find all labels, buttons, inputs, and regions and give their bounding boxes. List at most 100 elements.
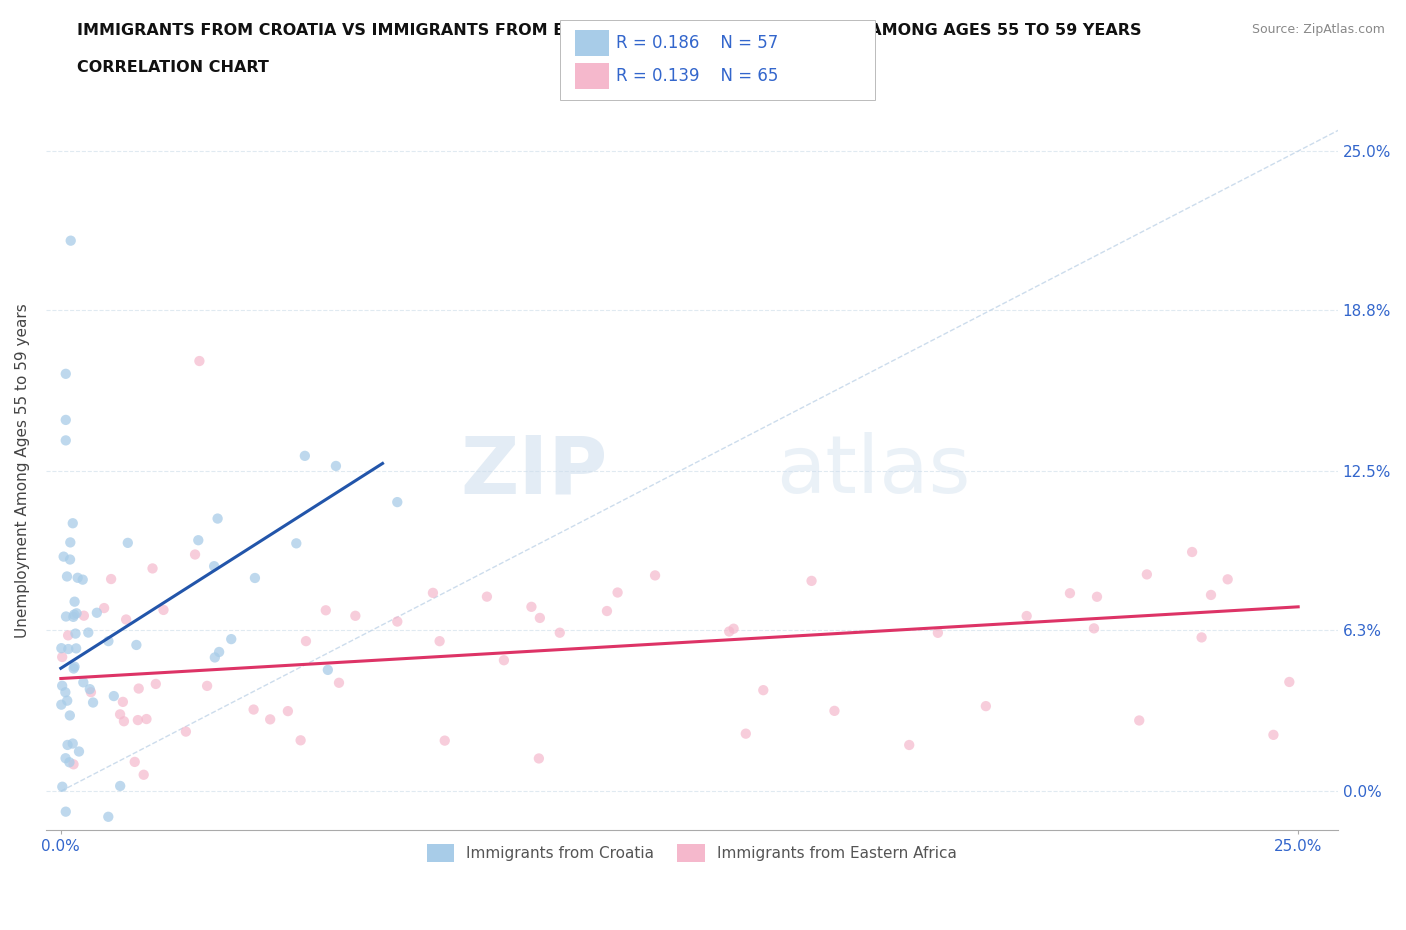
Text: R = 0.139    N = 65: R = 0.139 N = 65 — [616, 67, 778, 86]
Point — [187, 533, 209, 548]
Point — [62, 609, 84, 624]
Point — [127, 712, 149, 727]
Point — [108, 707, 131, 722]
Point — [898, 737, 921, 752]
Point — [63, 607, 86, 622]
Point — [65, 626, 87, 641]
Point — [290, 733, 312, 748]
Point — [242, 702, 264, 717]
Point — [59, 708, 82, 723]
Point — [259, 712, 281, 727]
Point — [202, 559, 225, 574]
Point — [174, 724, 197, 739]
Point — [492, 653, 515, 668]
Point — [112, 714, 135, 729]
Point — [82, 695, 104, 710]
Point — [111, 695, 134, 710]
Point — [59, 552, 82, 567]
Point — [51, 641, 73, 656]
Point — [128, 681, 150, 696]
Point — [55, 804, 77, 819]
Point — [66, 570, 89, 585]
Text: atlas: atlas — [776, 432, 970, 511]
Y-axis label: Unemployment Among Ages 55 to 59 years: Unemployment Among Ages 55 to 59 years — [15, 304, 30, 639]
Point — [294, 448, 316, 463]
Point — [295, 633, 318, 648]
Point — [1216, 572, 1239, 587]
Point — [63, 594, 86, 609]
Point — [53, 684, 76, 699]
Point — [718, 624, 741, 639]
Text: Source: ZipAtlas.com: Source: ZipAtlas.com — [1251, 23, 1385, 36]
Point — [72, 675, 94, 690]
Point — [800, 574, 823, 589]
Point — [62, 737, 84, 751]
Point — [103, 688, 125, 703]
Point — [56, 569, 79, 584]
Point — [974, 698, 997, 713]
Point — [1136, 567, 1159, 582]
Point — [204, 650, 226, 665]
Point — [65, 641, 87, 656]
Point — [65, 605, 87, 620]
Point — [80, 684, 103, 699]
Point — [823, 703, 845, 718]
Point — [132, 767, 155, 782]
Point — [77, 625, 100, 640]
Point — [529, 610, 551, 625]
Point — [243, 570, 266, 585]
Point — [1199, 588, 1222, 603]
Point — [55, 433, 77, 448]
Point — [62, 516, 84, 531]
Point — [51, 698, 73, 712]
Point — [328, 675, 350, 690]
Point — [141, 561, 163, 576]
Point — [79, 682, 101, 697]
Point — [387, 614, 409, 629]
Point — [188, 353, 211, 368]
Point — [73, 608, 96, 623]
Point — [125, 638, 148, 653]
Point — [596, 604, 619, 618]
Point — [219, 631, 242, 646]
Point — [72, 572, 94, 587]
Point — [67, 744, 90, 759]
Point — [51, 649, 73, 664]
Point — [55, 751, 77, 765]
Point — [734, 726, 756, 741]
Point — [1181, 545, 1204, 560]
Point — [527, 751, 550, 766]
Point — [1059, 586, 1081, 601]
Point — [62, 757, 84, 772]
Point — [55, 366, 77, 381]
Point — [606, 585, 628, 600]
Point — [548, 625, 571, 640]
Point — [52, 550, 75, 565]
Text: ZIP: ZIP — [461, 432, 607, 511]
Point — [644, 568, 666, 583]
Point — [56, 628, 79, 643]
Point — [97, 633, 120, 648]
Point — [277, 704, 299, 719]
Point — [51, 779, 73, 794]
Point — [207, 512, 229, 526]
Point — [344, 608, 367, 623]
Point — [108, 778, 131, 793]
Point — [208, 644, 231, 659]
Point — [124, 754, 146, 769]
Point — [135, 711, 157, 726]
Text: CORRELATION CHART: CORRELATION CHART — [77, 60, 269, 75]
Point — [100, 572, 122, 587]
Point — [325, 458, 347, 473]
Point — [520, 600, 543, 615]
Point — [51, 678, 73, 693]
Point — [58, 642, 80, 657]
Point — [56, 693, 79, 708]
Point — [117, 536, 139, 551]
Point — [58, 755, 80, 770]
Point — [723, 621, 745, 636]
Point — [56, 737, 79, 752]
Point — [316, 662, 339, 677]
Point — [115, 612, 138, 627]
Point — [55, 609, 77, 624]
